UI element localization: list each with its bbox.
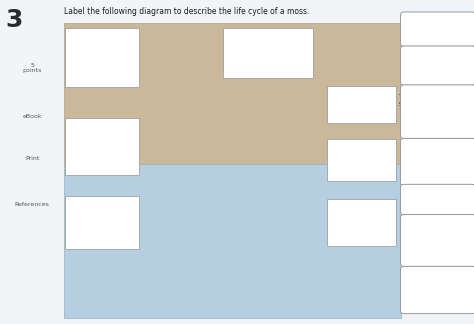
FancyBboxPatch shape — [401, 46, 474, 85]
FancyBboxPatch shape — [401, 214, 474, 267]
Bar — [327, 86, 396, 123]
FancyBboxPatch shape — [401, 266, 474, 314]
Text: 5
points: 5 points — [23, 63, 42, 74]
Text: eBook: eBook — [22, 114, 42, 119]
Bar — [223, 28, 313, 78]
Text: Label the following diagram to describe the life cycle of a moss.: Label the following diagram to describe … — [64, 7, 310, 16]
Bar — [327, 199, 396, 246]
FancyBboxPatch shape — [401, 184, 474, 215]
Text: 3: 3 — [6, 8, 23, 32]
Bar — [327, 139, 396, 181]
Text: The operculums fall off
as spores mature.: The operculums fall off as spores mature… — [400, 193, 474, 206]
Bar — [64, 164, 401, 318]
Text: The mature sporophyte
sends up a sporangium
where spores are
produced through
me: The mature sporophyte sends up a sporang… — [399, 94, 474, 130]
Text: Print: Print — [25, 156, 39, 161]
FancyBboxPatch shape — [401, 12, 474, 46]
Bar — [65, 118, 139, 175]
Text: The spore germinates
into a male or female
protonema.: The spore germinates into a male or fema… — [401, 19, 474, 40]
FancyBboxPatch shape — [401, 85, 474, 139]
Text: The zygote and
developing sporophyte
remain within the
archegonium.: The zygote and developing sporophyte rem… — [400, 148, 474, 176]
Text: The sperm swim
to fertilize the
egg.: The sperm swim to fertilize the egg. — [403, 225, 474, 256]
FancyBboxPatch shape — [401, 138, 474, 186]
Text: Antheridia produce
flagellated sperm and
archegonia produce
eggs through mitosis: Antheridia produce flagellated sperm and… — [401, 52, 474, 80]
Text: Spores are released
into air currents.: Spores are released into air currents. — [405, 283, 472, 297]
Text: References: References — [15, 202, 50, 207]
Bar — [65, 28, 139, 87]
Bar — [65, 196, 139, 249]
Bar — [64, 23, 401, 164]
